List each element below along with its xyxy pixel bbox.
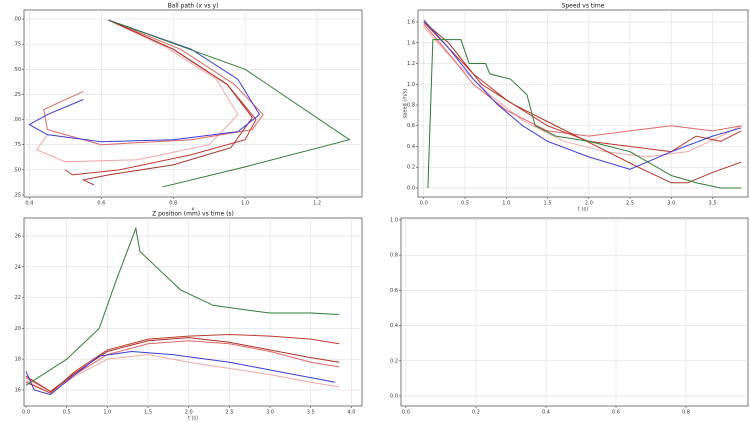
x-tick-label: 0.8 bbox=[682, 410, 690, 416]
y-tick-label: 1.4 bbox=[407, 40, 415, 46]
chart-title: Ball path (x vs y) bbox=[168, 3, 219, 10]
data-line bbox=[25, 350, 336, 396]
y-tick-label: 0.4 bbox=[407, 144, 415, 150]
data-line bbox=[25, 337, 340, 393]
x-tick-label: 1.2 bbox=[313, 201, 321, 207]
y-tick-label: 0.6 bbox=[390, 288, 398, 294]
y-tick-label: 0.8 bbox=[390, 253, 398, 259]
y-tick-label: .00 bbox=[13, 17, 21, 23]
x-tick-label: 3.0 bbox=[266, 410, 274, 416]
y-tick-label: .00 bbox=[13, 117, 21, 123]
plot-area bbox=[400, 217, 749, 407]
y-tick-label: .25 bbox=[13, 192, 21, 198]
plot-area bbox=[23, 9, 363, 198]
data-line bbox=[25, 340, 340, 393]
y-tick-label: 20 bbox=[15, 326, 21, 332]
y-tick-label: 0.4 bbox=[390, 323, 398, 329]
x-tick-label: 2.5 bbox=[626, 201, 634, 207]
y-tick-label: .25 bbox=[13, 92, 21, 98]
y-tick-label: 18 bbox=[15, 357, 21, 363]
y-tick-label: 0.2 bbox=[407, 165, 415, 171]
x-tick-label: 1.5 bbox=[544, 201, 552, 207]
x-tick-label: 0.2 bbox=[472, 410, 480, 416]
x-tick-label: 1.0 bbox=[103, 410, 111, 416]
x-tick-label: 2.0 bbox=[185, 410, 193, 416]
x-tick-label: 3.5 bbox=[709, 201, 717, 207]
x-tick-label: 4.0 bbox=[347, 410, 355, 416]
x-tick-label: 0.4 bbox=[25, 201, 33, 207]
x-axis-label: x bbox=[192, 207, 195, 213]
x-tick-label: 3.0 bbox=[667, 201, 675, 207]
y-tick-label: 24 bbox=[15, 264, 21, 270]
y-tick-label: 0.0 bbox=[407, 185, 415, 191]
y-tick-label: 1.6 bbox=[407, 20, 415, 26]
x-tick-label: 0.0 bbox=[420, 201, 428, 207]
x-tick-label: 0.6 bbox=[97, 201, 105, 207]
x-tick-label: 0.4 bbox=[542, 410, 550, 416]
x-tick-label: 0.0 bbox=[402, 410, 410, 416]
data-line bbox=[28, 19, 261, 143]
y-tick-label: .50 bbox=[13, 67, 21, 73]
data-line bbox=[35, 19, 239, 163]
y-tick-label: 0.6 bbox=[407, 123, 415, 129]
x-tick-label: 1.0 bbox=[502, 201, 510, 207]
y-tick-label: 0.8 bbox=[407, 103, 415, 109]
data-line bbox=[43, 19, 264, 146]
x-tick-label: 2.5 bbox=[225, 410, 233, 416]
x-tick-label: 0.8 bbox=[169, 201, 177, 207]
data-line bbox=[81, 19, 253, 186]
y-tick-label: 22 bbox=[15, 295, 21, 301]
x-tick-label: 0.0 bbox=[22, 410, 30, 416]
data-line bbox=[423, 21, 742, 184]
x-tick-label: 2.0 bbox=[585, 201, 593, 207]
x-tick-label: 0.5 bbox=[63, 410, 71, 416]
y-tick-label: 1.0 bbox=[390, 217, 398, 223]
x-tick-label: 3.5 bbox=[307, 410, 315, 416]
y-tick-label: 26 bbox=[15, 234, 21, 240]
plot-area bbox=[417, 9, 749, 198]
data-line bbox=[423, 19, 742, 170]
plot-area bbox=[23, 217, 363, 407]
x-axis-label: t (s) bbox=[188, 416, 198, 422]
y-tick-label: .75 bbox=[13, 142, 21, 148]
y-tick-label: 1.0 bbox=[407, 82, 415, 88]
y-tick-label: 16 bbox=[15, 387, 21, 393]
x-tick-label: 1.0 bbox=[241, 201, 249, 207]
y-axis-label: speed (m/s) bbox=[403, 89, 409, 119]
y-tick-label: 0.2 bbox=[390, 358, 398, 364]
y-tick-label: 1.2 bbox=[407, 61, 415, 67]
data-line bbox=[427, 39, 742, 189]
data-line bbox=[108, 19, 351, 188]
x-axis-label: t (s) bbox=[578, 207, 588, 213]
data-line bbox=[25, 226, 340, 386]
y-tick-label: .75 bbox=[13, 42, 21, 48]
y-tick-label: .50 bbox=[13, 167, 21, 173]
y-tick-label: 0.0 bbox=[390, 393, 398, 399]
chart-title: Speed vs time bbox=[562, 3, 605, 10]
x-tick-label: 1.5 bbox=[144, 410, 152, 416]
x-tick-label: 0.5 bbox=[461, 201, 469, 207]
x-tick-label: 0.6 bbox=[612, 410, 620, 416]
chart-title: Z position (mm) vs time (s) bbox=[152, 211, 234, 218]
